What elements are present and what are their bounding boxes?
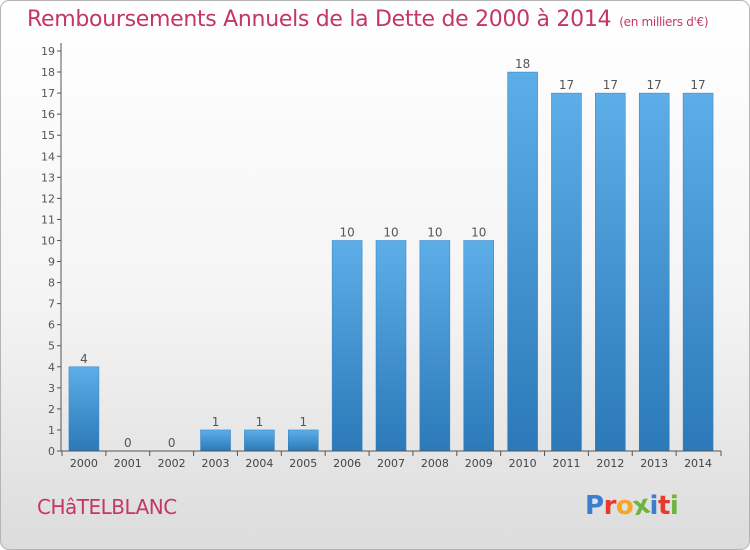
x-tick-label: 2002: [158, 457, 186, 470]
y-tick-label: 10: [41, 234, 55, 247]
y-tick-label: 13: [41, 171, 55, 184]
x-tick-label: 2007: [377, 457, 405, 470]
title-text: Remboursements Annuels de la Dette de 20…: [27, 7, 612, 32]
bar: [551, 92, 582, 452]
y-tick-label: 3: [48, 382, 55, 395]
bar: [419, 240, 451, 452]
chart-title: Remboursements Annuels de la Dette de 20…: [27, 7, 709, 32]
unit-label: (en milliers d'€): [619, 15, 709, 29]
bar-value-label: 17: [603, 78, 618, 92]
y-tick-label: 8: [48, 277, 55, 290]
bar-value-label: 0: [124, 436, 132, 450]
bar: [638, 92, 670, 452]
bar: [682, 92, 714, 452]
y-tick-label: 2: [48, 403, 55, 416]
y-tick-label: 17: [41, 87, 55, 100]
bar: [331, 240, 363, 452]
bar: [595, 92, 626, 452]
y-tick-label: 15: [41, 129, 55, 142]
y-tick-label: 19: [41, 45, 55, 58]
logo-letter: i: [649, 491, 659, 521]
x-tick-label: 2000: [70, 457, 98, 470]
y-tick-label: 14: [41, 150, 55, 163]
y-tick-label: 7: [48, 298, 55, 311]
x-tick-label: 2011: [552, 457, 580, 470]
bar-value-label: 10: [471, 225, 486, 239]
logo-letter: o: [615, 491, 634, 521]
x-tick-label: 2010: [509, 457, 537, 470]
y-tick-label: 5: [48, 340, 55, 353]
x-tick-label: 2008: [421, 457, 449, 470]
x-tick-label: 2005: [289, 457, 317, 470]
y-tick-label: 9: [48, 256, 55, 269]
bar-value-label: 1: [212, 415, 220, 429]
bar-value-label: 17: [559, 78, 574, 92]
bar-value-label: 10: [383, 225, 398, 239]
bar: [375, 240, 407, 452]
logo-letter: t: [657, 491, 670, 521]
y-tick-label: 16: [41, 108, 55, 121]
x-axis: 2000 2001 2002 2003 2004 2005 2006 2007 2008 2009…: [61, 450, 722, 470]
logo-letter: i: [669, 491, 679, 521]
logo-letter: r: [603, 491, 617, 521]
y-tick-label: 4: [48, 361, 55, 374]
bar-value-label: 17: [690, 78, 705, 92]
x-tick-label: 2009: [465, 457, 493, 470]
bar: [507, 71, 538, 452]
bar-value-label: 17: [647, 78, 662, 92]
logo-letter: P: [585, 491, 604, 521]
x-tick-label: 2006: [333, 457, 361, 470]
x-tick-label: 2012: [596, 457, 624, 470]
y-tick-label: 6: [48, 319, 55, 332]
y-tick-label: 18: [41, 66, 55, 79]
bar-value-label: 18: [515, 57, 530, 71]
bars: 4 0 0 1 1 1 10 10 10 10 18 17 17 17 17: [68, 57, 714, 452]
bar-value-label: 10: [427, 225, 442, 239]
commune-name: CHâTELBLANC: [37, 495, 177, 519]
bar-value-label: 0: [168, 436, 176, 450]
bar-value-label: 1: [299, 415, 307, 429]
bar: [68, 366, 100, 452]
y-tick-label: 12: [41, 192, 55, 205]
x-tick-label: 2004: [245, 457, 273, 470]
x-tick-label: 2014: [684, 457, 712, 470]
bar: [288, 429, 319, 452]
y-tick-label: 1: [48, 424, 55, 437]
bar: [244, 429, 275, 452]
bar: [200, 429, 231, 452]
y-tick-label: 0: [48, 445, 55, 458]
bar-value-label: 1: [256, 415, 264, 429]
bar: [463, 240, 494, 452]
bar-value-label: 10: [339, 225, 354, 239]
proxiti-logo[interactable]: Proxiti: [585, 490, 679, 523]
y-tick-label: 11: [41, 213, 55, 226]
bar-value-label: 4: [80, 352, 88, 366]
x-tick-label: 2013: [640, 457, 668, 470]
x-tick-label: 2001: [114, 457, 142, 470]
x-tick-label: 2003: [202, 457, 230, 470]
